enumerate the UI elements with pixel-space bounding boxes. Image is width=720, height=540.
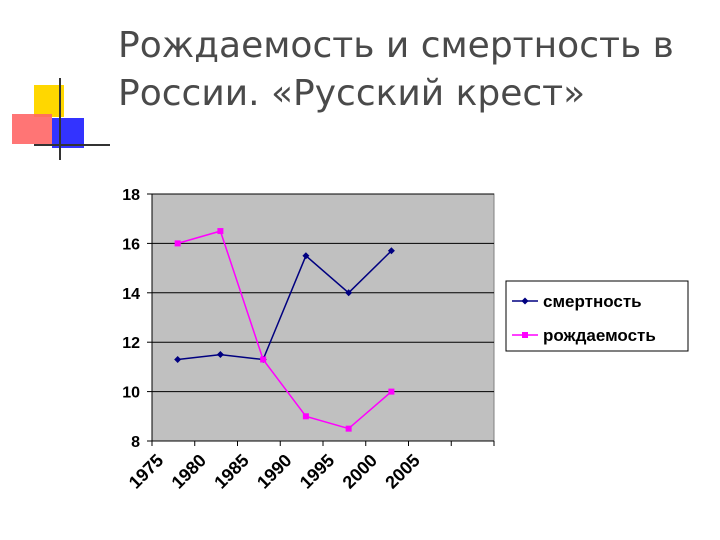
series-line-2 [177,230,392,430]
slide-title-line-2: России. «Русский крест» [118,73,586,114]
x-tick-label: 1975 [125,450,167,492]
series-2-point [345,425,352,432]
legend: смертность рождаемость [505,280,689,352]
x-tick-label: 1990 [253,450,295,492]
legend-marker-2 [522,332,528,338]
x-tick-label: 2005 [381,450,423,492]
series-2-point [388,388,395,395]
y-tick-label: 18 [122,187,140,204]
series-layer [174,228,395,432]
y-tick-label: 12 [122,335,140,352]
series-1-point [302,252,310,260]
x-axis-ticks: 1975 1980 1985 1990 1995 2000 2005 [125,441,495,493]
decor-red-square [12,114,52,144]
slide-title-line-1: Рождаемость и смертность в [118,25,674,66]
y-tick-label: 8 [131,434,140,451]
x-tick-label: 1995 [296,450,338,492]
series-1-point [174,355,182,363]
y-tick-label: 16 [122,236,140,253]
x-tick-label: 2000 [339,450,381,492]
series-1-point [345,289,353,297]
series-2-point [217,228,224,235]
series-1-point [387,247,395,255]
series-2-point [174,240,181,247]
plot-area [151,193,495,442]
x-tick-label: 1985 [210,450,252,492]
y-tick-label: 10 [122,385,140,402]
slide-decoration [12,78,110,160]
gridlines [152,193,494,393]
legend-label-1: смертность [543,292,642,311]
series-line-1 [177,250,392,361]
decor-blue-square [52,118,84,148]
series-2-point [302,413,309,420]
legend-marker-1 [521,297,529,305]
legend-items: смертность рождаемость [512,292,656,345]
series-2-point [260,356,267,363]
y-tick-label: 14 [122,286,140,303]
series-1-point [216,351,224,359]
slide-title: Рождаемость и смертность в России. «Русс… [118,22,718,118]
y-axis-ticks: 8 10 12 14 16 18 [122,187,494,451]
legend-label-2: рождаемость [543,326,656,345]
x-tick-label: 1980 [168,450,210,492]
legend-box [505,280,689,352]
